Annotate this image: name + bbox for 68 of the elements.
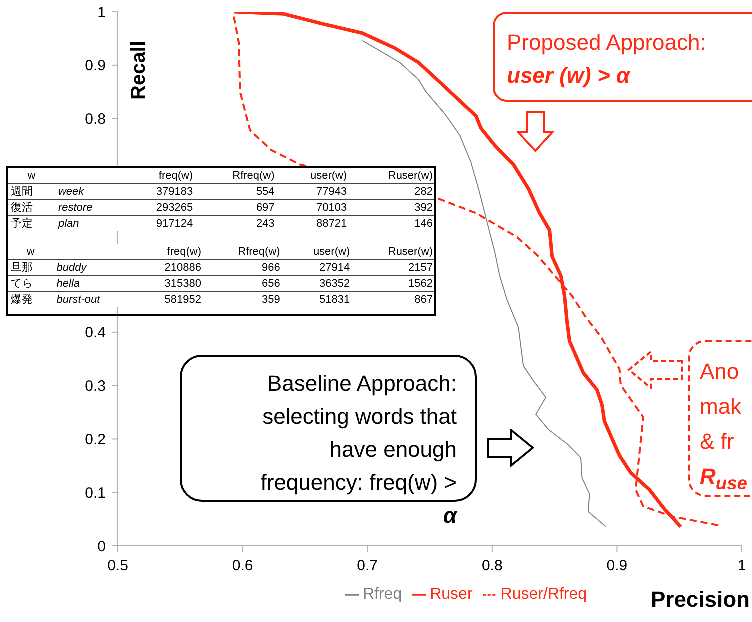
annotation: Proposed Approach: user (w) > α bbox=[507, 29, 708, 90]
y-axis-title: Recall bbox=[128, 40, 151, 100]
text: plan bbox=[58, 218, 80, 230]
y-tick-label: 1 bbox=[98, 4, 106, 22]
text: 293265 bbox=[156, 202, 194, 214]
x-axis-title: Precision bbox=[650, 587, 750, 613]
category-label: w bbox=[26, 244, 36, 260]
category-label: user(w) bbox=[312, 244, 352, 260]
text: 予定 bbox=[11, 218, 33, 230]
text: 146 bbox=[414, 218, 433, 230]
text: 2157 bbox=[408, 262, 433, 274]
text: てら bbox=[11, 278, 33, 290]
y-tick-label: 0.9 bbox=[85, 58, 106, 75]
y-tick-label: 0.4 bbox=[85, 324, 106, 342]
x-tick-label: 0.7 bbox=[357, 558, 378, 575]
text: 282 bbox=[414, 186, 433, 198]
text: burst-out bbox=[56, 294, 100, 306]
text: hella bbox=[56, 278, 80, 290]
x-tick-label: 1 bbox=[738, 558, 746, 575]
legend-label: Rfreq bbox=[362, 586, 402, 603]
text: 88721 bbox=[316, 218, 348, 230]
text: week bbox=[58, 186, 84, 198]
y-tick-label: 0.1 bbox=[85, 484, 106, 502]
text: 27914 bbox=[320, 262, 350, 274]
text: 爆発 bbox=[11, 294, 33, 306]
category-label: w bbox=[26, 168, 37, 184]
y-tick-label: 0.8 bbox=[85, 111, 106, 128]
text: 966 bbox=[262, 262, 280, 274]
text: 1562 bbox=[408, 278, 433, 290]
text: 315380 bbox=[164, 278, 202, 290]
category-label: Ruser(w) bbox=[387, 168, 434, 184]
text: 70103 bbox=[316, 202, 348, 214]
annotation: Baseline Approach: selecting words that have enough frequency: freq(w) > α bbox=[260, 370, 457, 530]
x-tick-label: 0.9 bbox=[606, 558, 628, 575]
x-tick-label: 0.5 bbox=[108, 558, 128, 575]
y-tick-label: 0 bbox=[98, 538, 106, 556]
text: 復活 bbox=[11, 202, 33, 214]
legend-label: Ruser/Rfreq bbox=[500, 586, 588, 603]
annotation: Ano mak & fr R$_{use}$ bbox=[700, 358, 748, 496]
text: 656 bbox=[262, 278, 280, 290]
text: buddy bbox=[56, 262, 87, 274]
text: 359 bbox=[262, 294, 280, 306]
text: 210886 bbox=[164, 262, 202, 274]
category-label: freq(w) bbox=[166, 244, 203, 260]
category-label: Ruser(w) bbox=[387, 244, 434, 260]
text: 554 bbox=[256, 186, 275, 198]
y-tick-label: 0.3 bbox=[85, 378, 106, 396]
x-tick-label: 0.8 bbox=[482, 558, 503, 575]
text: 243 bbox=[256, 218, 275, 230]
category-label: user(w) bbox=[309, 168, 348, 184]
text: 36352 bbox=[320, 278, 350, 290]
text: 697 bbox=[256, 202, 275, 214]
legend-label: Ruser bbox=[430, 586, 473, 603]
category-label: Rfreq(w) bbox=[237, 244, 282, 260]
text: 51831 bbox=[320, 294, 350, 306]
text: 392 bbox=[414, 202, 433, 214]
text: 週間 bbox=[11, 186, 33, 198]
category-label: freq(w) bbox=[158, 168, 194, 184]
text: restore bbox=[58, 202, 93, 214]
text: 379183 bbox=[156, 186, 194, 198]
text: 77943 bbox=[316, 186, 348, 198]
y-tick-label: 0.2 bbox=[85, 432, 106, 449]
text: 581952 bbox=[164, 294, 202, 306]
text: 917124 bbox=[156, 218, 194, 230]
text: 867 bbox=[414, 294, 433, 306]
category-label: Rfreq(w) bbox=[232, 168, 276, 184]
x-tick-label: 0.6 bbox=[232, 558, 254, 575]
text: 旦那 bbox=[11, 262, 33, 274]
